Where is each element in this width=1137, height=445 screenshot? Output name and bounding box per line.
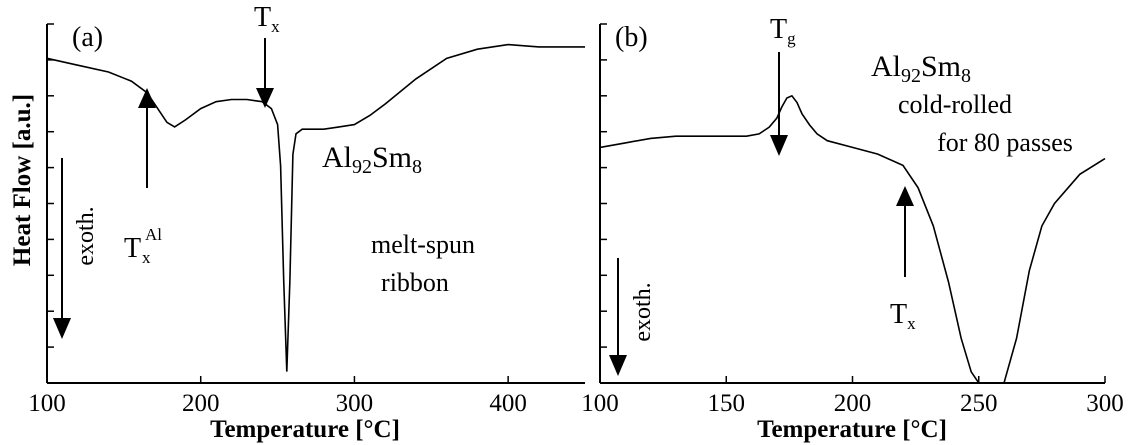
y-axis-title-a: Heat Flow [a.u.]	[9, 94, 36, 266]
panel-label-b: (b)	[615, 22, 648, 53]
x-tick-label-b-2: 200	[834, 390, 872, 417]
note-line1-a: melt-spun	[371, 230, 475, 259]
panel-a: 100 200 300 400 (a) Heat Flow [a.u.] Temper…	[9, 2, 585, 443]
txal-arrow	[138, 88, 156, 188]
x-ticks-b: 100 150 200 250 300	[581, 376, 1124, 417]
exoth-arrow-a	[53, 158, 71, 339]
heat-flow-curve-b	[599, 94, 1106, 384]
y-ticks-b	[600, 23, 607, 384]
x-tick-label-b-1: 150	[708, 390, 746, 417]
x-tick-label-b-4: 300	[1086, 390, 1124, 417]
tg-label: Tg	[770, 14, 796, 48]
exoth-arrow-b	[609, 258, 627, 376]
y-ticks-a	[47, 23, 54, 384]
panel-label-a: (a)	[72, 22, 103, 53]
txal-sup: Al	[145, 225, 162, 244]
exoth-label-b: exoth.	[630, 282, 656, 341]
x-tick-label-a-3: 400	[489, 390, 527, 417]
x-axis-title-a: Temperature [°C]	[210, 416, 400, 443]
x-tick-label-a-2: 300	[336, 390, 374, 417]
panel-b: 100 150 200 250 300 (b) Temperature [°C] Tg …	[581, 14, 1124, 443]
formula-a: Al92Sm8	[322, 141, 422, 178]
x-tick-label-a-1: 200	[182, 390, 220, 417]
heat-flow-curve-a	[46, 43, 585, 372]
formula-b: Al92Sm8	[871, 50, 971, 87]
x-tick-label-a-0: 100	[28, 390, 66, 417]
x-ticks-a: 100 200 300 400	[28, 376, 527, 417]
x-tick-label-b-0: 100	[581, 390, 619, 417]
tx-arrow-b	[896, 186, 914, 277]
exoth-label-a: exoth.	[73, 206, 99, 265]
x-tick-label-b-3: 250	[960, 390, 998, 417]
tx-label-b: Tx	[890, 299, 916, 333]
x-axis-title-b: Temperature [°C]	[757, 416, 947, 443]
tx-label-a: Tx	[254, 2, 280, 36]
txal-label: T	[124, 233, 141, 264]
note-line2-a: ribbon	[381, 268, 449, 297]
txal-sub: x	[142, 248, 151, 267]
note-line2-b: for 80 passes	[937, 128, 1073, 157]
tx-arrow-a	[256, 38, 274, 108]
tg-arrow	[770, 52, 788, 156]
note-line1-b: cold-rolled	[898, 90, 1012, 119]
